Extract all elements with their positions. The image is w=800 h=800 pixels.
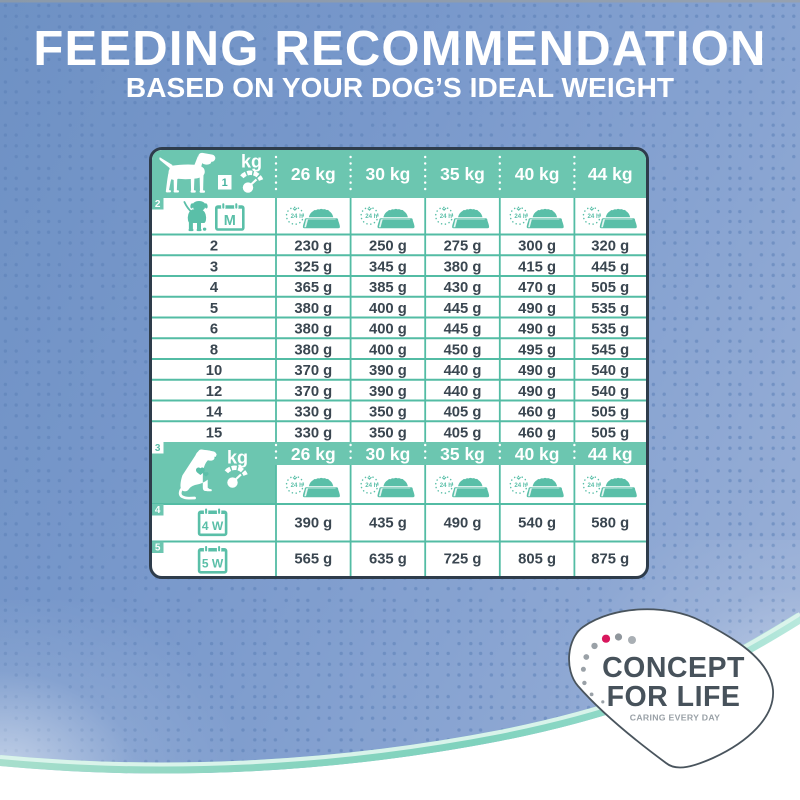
svg-text:430 g: 430 g [444, 280, 482, 296]
svg-text:390 g: 390 g [369, 384, 407, 400]
svg-text:1: 1 [222, 177, 228, 189]
svg-text:10: 10 [206, 363, 222, 379]
svg-text:445 g: 445 g [444, 322, 482, 338]
svg-text:440 g: 440 g [444, 384, 482, 400]
svg-text:400 g: 400 g [369, 322, 407, 338]
svg-text:35 kg: 35 kg [440, 444, 485, 464]
svg-text:kg: kg [241, 152, 262, 172]
svg-text:3: 3 [155, 443, 161, 454]
svg-text:380 g: 380 g [294, 322, 332, 338]
svg-text:12: 12 [206, 384, 222, 400]
svg-text:505 g: 505 g [591, 280, 629, 296]
svg-text:325 g: 325 g [294, 259, 332, 275]
svg-text:405 g: 405 g [444, 425, 482, 441]
svg-text:40 kg: 40 kg [515, 164, 560, 184]
svg-text:725 g: 725 g [444, 552, 482, 568]
svg-text:490 g: 490 g [444, 515, 482, 531]
svg-text:8: 8 [210, 342, 218, 358]
svg-text:440 g: 440 g [444, 363, 482, 379]
svg-text:4: 4 [210, 280, 219, 296]
svg-text:CONCEPT: CONCEPT [602, 652, 745, 684]
svg-text:350 g: 350 g [369, 425, 407, 441]
svg-text:4: 4 [155, 505, 161, 516]
svg-text:35 kg: 35 kg [440, 164, 485, 184]
svg-text:405 g: 405 g [444, 405, 482, 421]
svg-text:40 kg: 40 kg [515, 444, 560, 464]
svg-text:435 g: 435 g [369, 515, 407, 531]
svg-text:345 g: 345 g [369, 259, 407, 275]
svg-text:805 g: 805 g [518, 552, 556, 568]
svg-text:5: 5 [155, 542, 161, 553]
svg-text:320 g: 320 g [591, 239, 629, 255]
svg-text:635 g: 635 g [369, 552, 407, 568]
svg-text:490 g: 490 g [518, 363, 556, 379]
svg-text:390 g: 390 g [369, 363, 407, 379]
svg-text:370 g: 370 g [294, 363, 332, 379]
svg-text:490 g: 490 g [518, 301, 556, 317]
svg-text:275 g: 275 g [444, 239, 482, 255]
svg-text:350 g: 350 g [369, 405, 407, 421]
svg-text:330 g: 330 g [294, 425, 332, 441]
svg-text:26 kg: 26 kg [291, 444, 336, 464]
svg-text:565 g: 565 g [294, 552, 332, 568]
svg-text:460 g: 460 g [518, 405, 556, 421]
svg-text:15: 15 [206, 425, 222, 441]
svg-text:385 g: 385 g [369, 280, 407, 296]
svg-text:14: 14 [206, 405, 223, 421]
svg-text:415 g: 415 g [518, 259, 556, 275]
svg-text:30 kg: 30 kg [366, 444, 411, 464]
svg-text:230 g: 230 g [294, 239, 332, 255]
svg-text:470 g: 470 g [518, 280, 556, 296]
svg-text:505 g: 505 g [591, 425, 629, 441]
svg-text:380 g: 380 g [444, 259, 482, 275]
svg-text:540 g: 540 g [591, 363, 629, 379]
svg-text:390 g: 390 g [294, 515, 332, 531]
svg-text:580 g: 580 g [591, 515, 629, 531]
svg-text:CARING EVERY DAY: CARING EVERY DAY [630, 713, 720, 723]
svg-text:kg: kg [227, 448, 248, 468]
svg-text:44 kg: 44 kg [588, 444, 633, 464]
svg-text:370 g: 370 g [294, 384, 332, 400]
svg-text:535 g: 535 g [591, 322, 629, 338]
svg-text:2: 2 [210, 239, 218, 255]
svg-text:300 g: 300 g [518, 239, 556, 255]
svg-text:FOR LIFE: FOR LIFE [607, 681, 741, 713]
svg-text:545 g: 545 g [591, 342, 629, 358]
svg-text:5: 5 [210, 301, 218, 317]
svg-text:535 g: 535 g [591, 301, 629, 317]
svg-text:44 kg: 44 kg [588, 164, 633, 184]
svg-text:250 g: 250 g [369, 239, 407, 255]
svg-text:445 g: 445 g [444, 301, 482, 317]
svg-text:330 g: 330 g [294, 405, 332, 421]
svg-text:380 g: 380 g [294, 342, 332, 358]
svg-text:400 g: 400 g [369, 342, 407, 358]
svg-text:540 g: 540 g [518, 515, 556, 531]
svg-text:490 g: 490 g [518, 384, 556, 400]
svg-text:6: 6 [210, 322, 218, 338]
svg-text:400 g: 400 g [369, 301, 407, 317]
svg-text:490 g: 490 g [518, 322, 556, 338]
svg-text:505 g: 505 g [591, 405, 629, 421]
svg-text:445 g: 445 g [591, 259, 629, 275]
svg-text:365 g: 365 g [294, 280, 332, 296]
svg-text:380 g: 380 g [294, 301, 332, 317]
svg-text:460 g: 460 g [518, 425, 556, 441]
svg-text:450 g: 450 g [444, 342, 482, 358]
svg-text:26 kg: 26 kg [291, 164, 336, 184]
svg-text:30 kg: 30 kg [366, 164, 411, 184]
svg-text:2: 2 [155, 199, 161, 210]
svg-text:875 g: 875 g [591, 552, 629, 568]
svg-text:495 g: 495 g [518, 342, 556, 358]
svg-text:3: 3 [210, 259, 218, 275]
svg-text:540 g: 540 g [591, 384, 629, 400]
